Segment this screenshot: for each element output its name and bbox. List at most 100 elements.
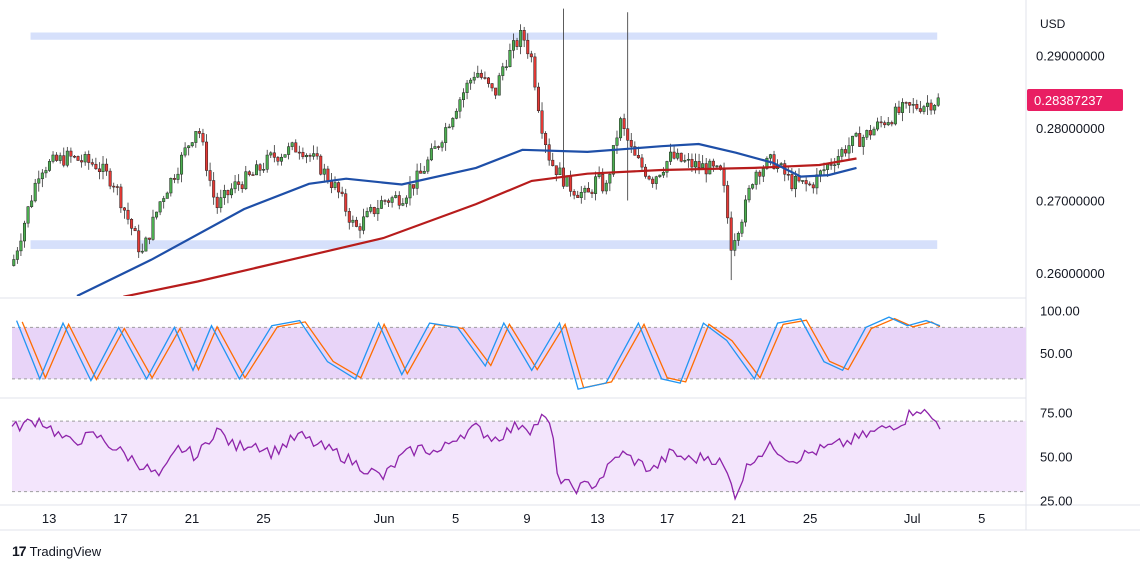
candle-bull bbox=[683, 160, 687, 162]
candle-bear bbox=[915, 104, 919, 109]
candle-bear bbox=[297, 151, 301, 154]
tradingview-logo: 17 bbox=[12, 543, 27, 559]
candle-bull bbox=[440, 142, 444, 148]
candle-bear bbox=[80, 160, 84, 163]
candle-bull bbox=[501, 66, 505, 76]
candle-bear bbox=[790, 174, 794, 190]
candle-bull bbox=[26, 206, 30, 224]
rsi-line bbox=[11, 408, 941, 501]
candle-bear bbox=[569, 175, 573, 192]
tradingview-branding[interactable]: 17 TradingView bbox=[12, 543, 101, 559]
resistance-zone bbox=[30, 32, 938, 40]
candle-bull bbox=[497, 75, 501, 96]
candle-bear bbox=[240, 184, 244, 189]
candle-bull bbox=[886, 122, 890, 126]
time-tick-label: 5 bbox=[978, 511, 985, 526]
candle-bear bbox=[904, 102, 908, 104]
candle-bull bbox=[169, 178, 173, 194]
stochastic-band-fill bbox=[12, 327, 1026, 379]
time-tick-label: 13 bbox=[590, 511, 604, 526]
candle-bull bbox=[822, 169, 826, 172]
candle-bull bbox=[33, 182, 37, 202]
candle-bear bbox=[786, 174, 790, 176]
candle-bull bbox=[304, 154, 308, 158]
candle-bull bbox=[180, 154, 184, 175]
candle-bear bbox=[247, 171, 251, 175]
candle-bear bbox=[197, 131, 201, 134]
candle-bear bbox=[251, 174, 255, 176]
candle-bull bbox=[911, 104, 915, 106]
price-tick-label: 0.28000000 bbox=[1036, 121, 1105, 136]
candle-bull bbox=[833, 164, 837, 166]
candle-bear bbox=[858, 133, 862, 147]
candle-bull bbox=[597, 173, 601, 177]
stochastic-tick-label: 100.00 bbox=[1040, 303, 1080, 318]
candle-bull bbox=[740, 221, 744, 234]
candle-bull bbox=[183, 147, 187, 156]
candle-bull bbox=[15, 250, 19, 260]
rsi-tick-label: 75.00 bbox=[1040, 405, 1073, 420]
candle-bull bbox=[761, 168, 765, 177]
moving-average-long bbox=[123, 157, 857, 296]
candle-bear bbox=[172, 178, 176, 180]
candle-bull bbox=[162, 198, 166, 202]
time-tick-label: 17 bbox=[113, 511, 127, 526]
candle-bear bbox=[105, 163, 109, 172]
candle-bear bbox=[69, 150, 73, 157]
candle-bull bbox=[558, 167, 562, 176]
candle-bear bbox=[636, 155, 640, 159]
candle-bear bbox=[808, 183, 812, 186]
candle-bear bbox=[490, 83, 494, 89]
candle-bull bbox=[654, 176, 658, 184]
candle-bear bbox=[711, 160, 715, 167]
candle-bull bbox=[583, 187, 587, 193]
candle-bear bbox=[329, 180, 333, 188]
candle-bull bbox=[733, 240, 737, 251]
candle-bull bbox=[322, 168, 326, 175]
candle-bear bbox=[633, 146, 637, 156]
candle-bull bbox=[669, 151, 673, 162]
candle-bull bbox=[12, 259, 16, 266]
candle-bear bbox=[758, 171, 762, 177]
candle-bull bbox=[194, 131, 198, 143]
candle-bear bbox=[576, 194, 580, 198]
candle-bull bbox=[519, 30, 523, 47]
candle-bull bbox=[851, 135, 855, 146]
candle-bull bbox=[426, 159, 430, 172]
candle-bear bbox=[115, 186, 119, 188]
candle-bear bbox=[572, 191, 576, 196]
candle-bear bbox=[479, 72, 483, 78]
candle-bull bbox=[233, 181, 237, 190]
candle-bull bbox=[594, 176, 598, 194]
candle-bull bbox=[619, 118, 623, 139]
candle-bull bbox=[768, 154, 772, 159]
candle-bear bbox=[212, 180, 216, 198]
candle-bear bbox=[722, 169, 726, 186]
candle-bull bbox=[155, 211, 159, 218]
candle-bear bbox=[130, 218, 134, 229]
candle-bear bbox=[536, 86, 540, 112]
candle-bear bbox=[237, 181, 241, 185]
candle-bear bbox=[354, 219, 358, 227]
candle-bear bbox=[647, 176, 651, 180]
candle-bear bbox=[337, 182, 341, 193]
candle-bear bbox=[97, 168, 101, 172]
time-tick-label: 13 bbox=[42, 511, 56, 526]
candle-bull bbox=[151, 216, 155, 240]
candle-bear bbox=[879, 121, 883, 124]
time-tick-label: Jul bbox=[904, 511, 921, 526]
candle-bear bbox=[90, 162, 94, 165]
candle-bear bbox=[344, 193, 348, 212]
time-tick-label: 5 bbox=[452, 511, 459, 526]
support-zone bbox=[30, 240, 938, 249]
time-tick-label: 17 bbox=[660, 511, 674, 526]
time-tick-label: 25 bbox=[256, 511, 270, 526]
candle-bear bbox=[890, 122, 894, 125]
candle-bear bbox=[119, 186, 123, 209]
candle-bull bbox=[415, 170, 419, 189]
candle-bull bbox=[279, 156, 283, 162]
candle-bull bbox=[47, 161, 51, 171]
candle-bull bbox=[144, 237, 148, 252]
candle-bear bbox=[515, 40, 519, 47]
